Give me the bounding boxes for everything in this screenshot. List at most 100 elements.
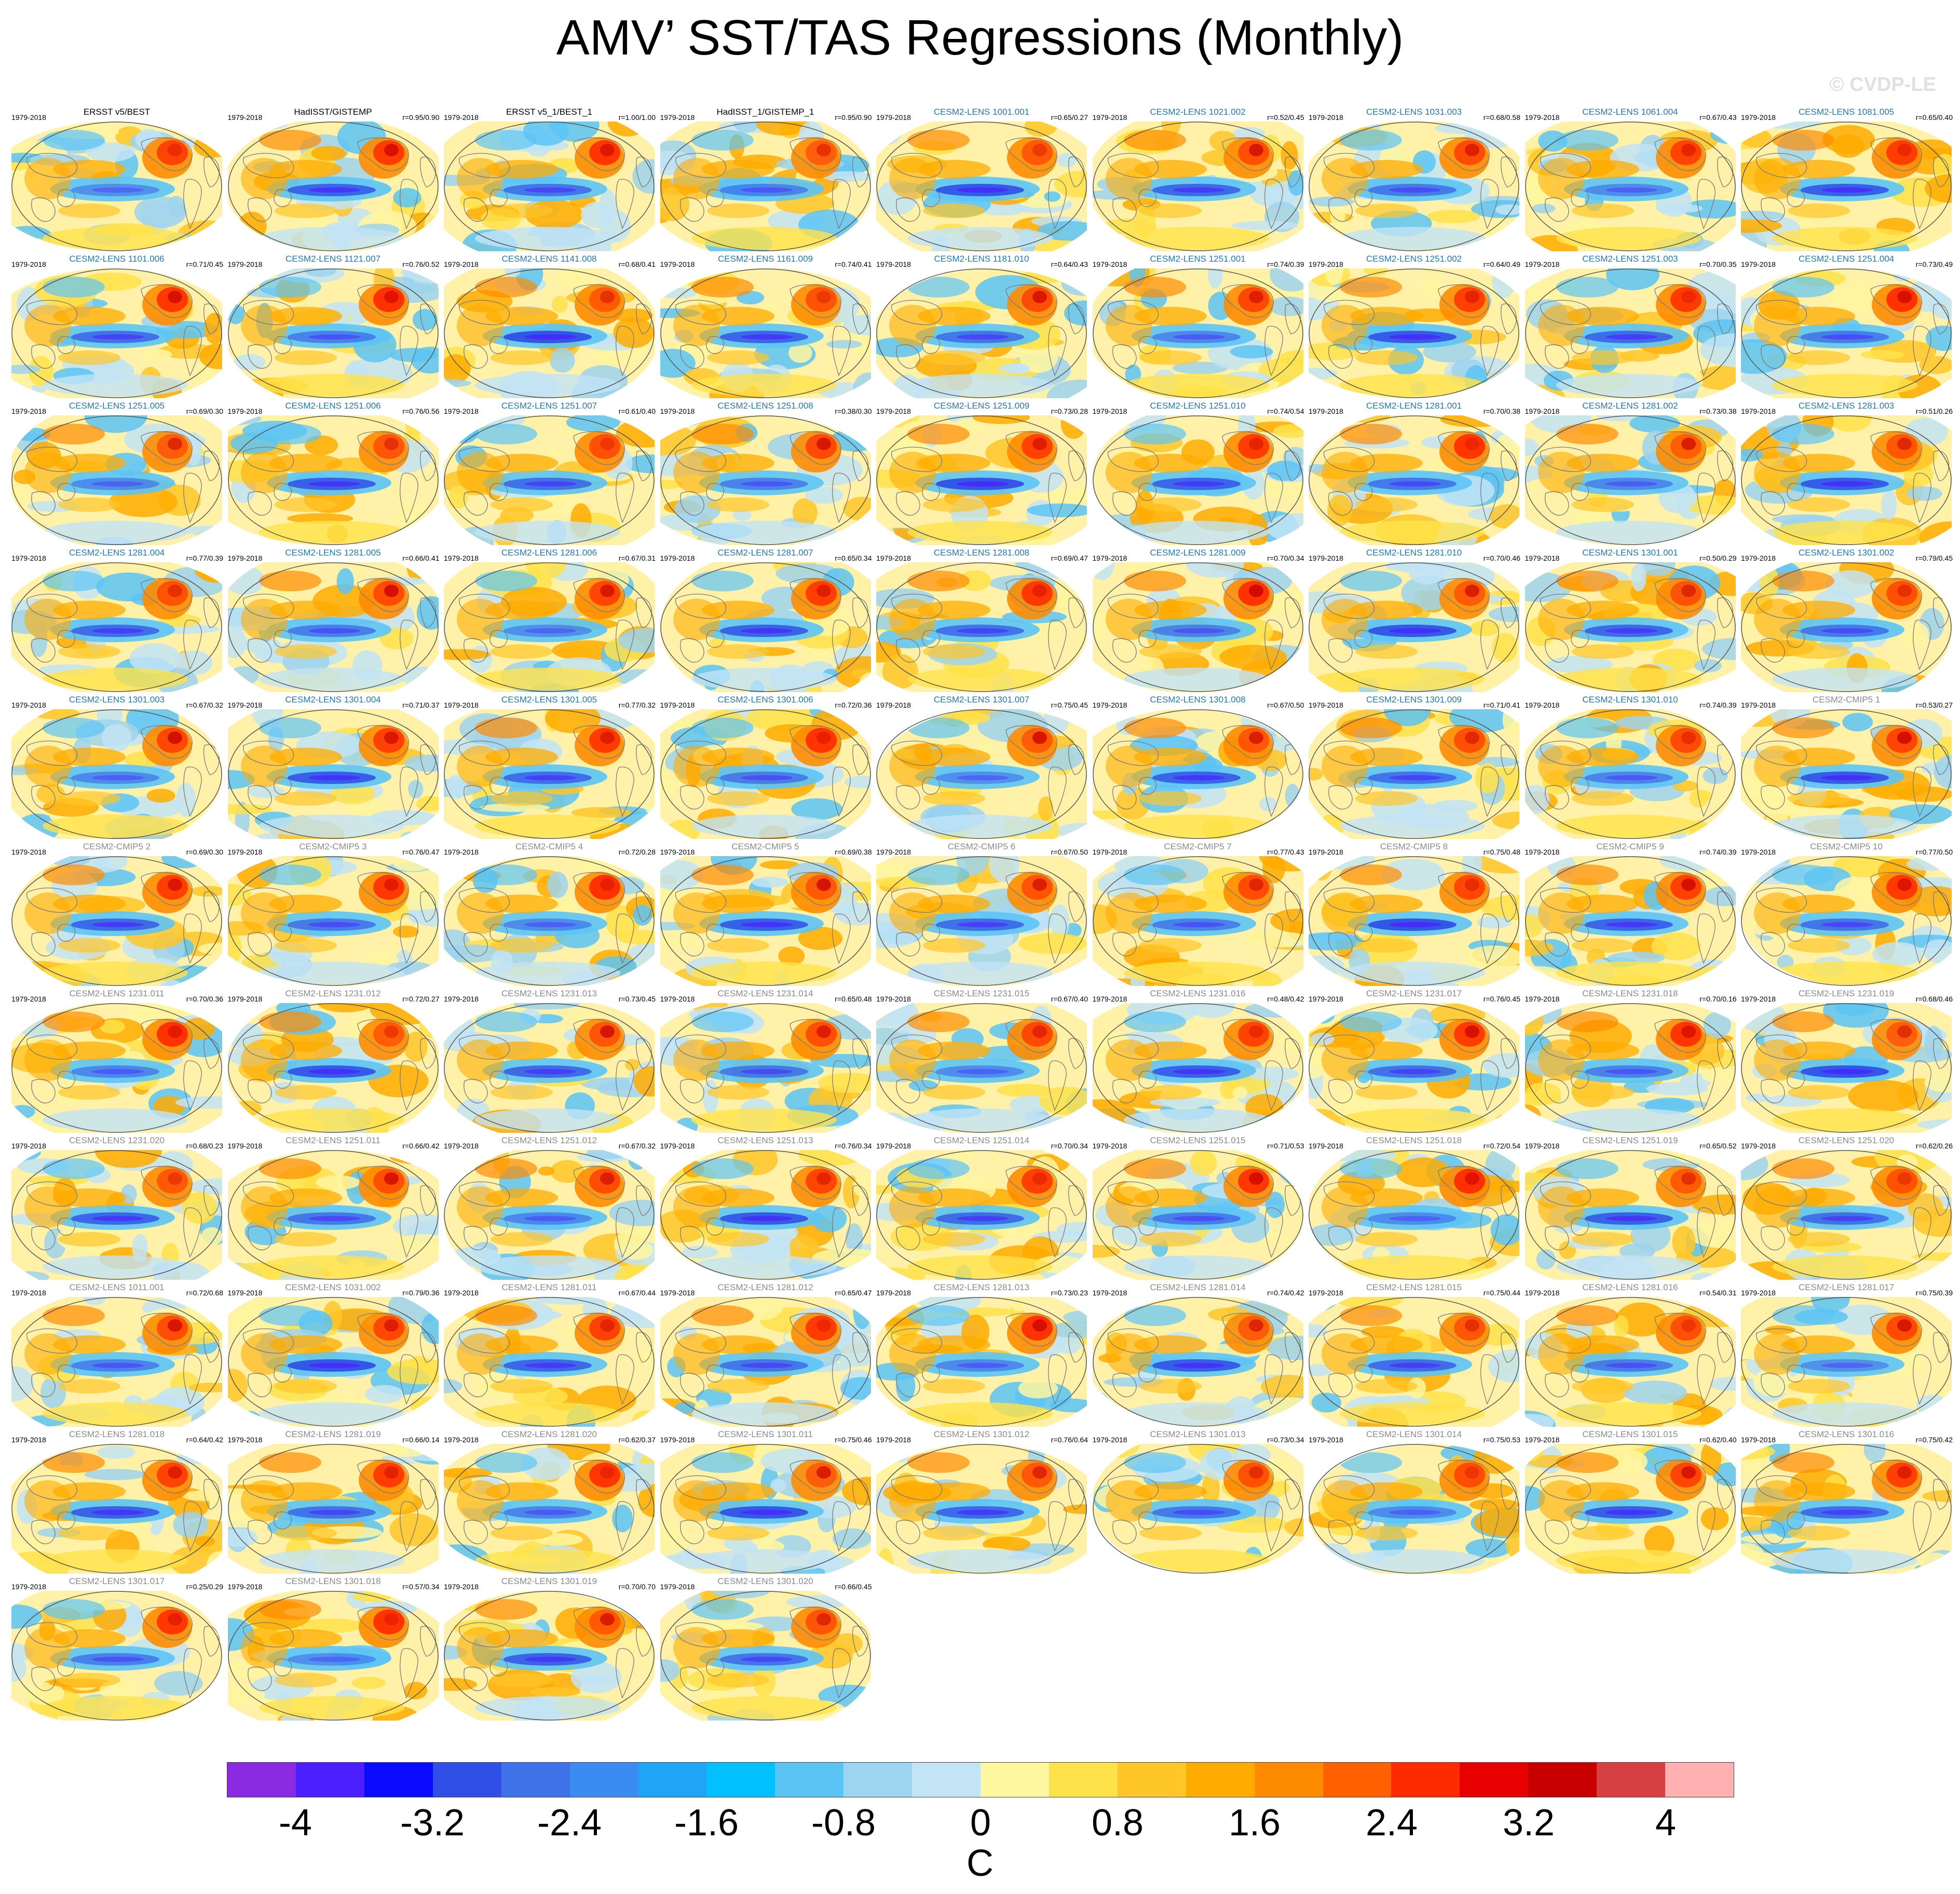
panel-title: CESM2-LENS 1301.018 — [285, 1576, 381, 1586]
regression-map — [1309, 121, 1519, 251]
panel-period: 1979-2018 — [444, 260, 479, 268]
map-panel: 1979-2018 CESM2-LENS 1251.011 r=0.66/0.42 — [225, 1135, 442, 1283]
panel-period: 1979-2018 — [1525, 1436, 1560, 1444]
panel-correlation: r=0.72/0.68 — [186, 1289, 223, 1297]
panel-period: 1979-2018 — [876, 260, 911, 268]
colorbar-tick-label: -1.6 — [674, 1802, 739, 1844]
panel-period: 1979-2018 — [227, 995, 263, 1003]
panel-correlation: r=0.65/0.27 — [1051, 113, 1088, 121]
panel-period: 1979-2018 — [1741, 701, 1776, 709]
panel-title: CESM2-LENS 1301.007 — [933, 695, 1030, 705]
map-panel: 1979-2018 CESM2-LENS 1301.015 r=0.62/0.40 — [1522, 1429, 1739, 1577]
regression-map — [660, 1297, 871, 1427]
colorbar-swatch — [1117, 1763, 1186, 1797]
panel-period: 1979-2018 — [227, 848, 263, 856]
regression-map — [444, 415, 655, 545]
panel-period: 1979-2018 — [876, 554, 911, 562]
map-panel: 1979-2018 CESM2-LENS 1281.015 r=0.75/0.44 — [1305, 1282, 1522, 1430]
panel-title: ERSST v5_1/BEST_1 — [506, 107, 592, 117]
regression-map — [1092, 562, 1303, 692]
panel-period: 1979-2018 — [1092, 1142, 1127, 1150]
regression-map — [227, 121, 439, 251]
colorbar-swatch — [227, 1763, 296, 1797]
panel-correlation: r=0.75/0.53 — [1483, 1436, 1520, 1444]
panel-correlation: r=0.67/0.50 — [1051, 848, 1088, 856]
colorbar-swatch — [638, 1763, 707, 1797]
map-panel: 1979-2018 CESM2-LENS 1011.001 r=0.72/0.68 — [8, 1282, 225, 1430]
regression-map — [1525, 856, 1736, 986]
map-panel: 1979-2018 CESM2-LENS 1301.011 r=0.75/0.46 — [657, 1429, 874, 1577]
panel-period: 1979-2018 — [444, 701, 479, 709]
panel-correlation: r=0.61/0.40 — [618, 407, 656, 415]
regression-map — [1525, 1444, 1736, 1574]
regression-map — [1525, 268, 1736, 398]
colorbar-tick-label: 3.2 — [1502, 1802, 1555, 1844]
panel-period: 1979-2018 — [444, 1582, 479, 1591]
panel-period: 1979-2018 — [11, 407, 46, 415]
colorbar-units: C — [967, 1843, 993, 1884]
panel-period: 1979-2018 — [1741, 848, 1776, 856]
regression-map — [444, 709, 655, 839]
panel-correlation: r=0.76/0.64 — [1051, 1436, 1088, 1444]
panel-title: CESM2-LENS 1251.002 — [1366, 254, 1462, 264]
panel-title: CESM2-LENS 1281.017 — [1798, 1282, 1895, 1292]
panel-correlation: r=0.57/0.34 — [402, 1582, 440, 1591]
panel-title: CESM2-LENS 1281.015 — [1366, 1282, 1462, 1292]
map-panel: 1979-2018 CESM2-LENS 1281.013 r=0.73/0.23 — [873, 1282, 1090, 1430]
panel-correlation: r=0.68/0.58 — [1483, 113, 1520, 121]
panel-title: CESM2-LENS 1231.016 — [1150, 989, 1246, 998]
map-panel: 1979-2018 CESM2-CMIP5 10 r=0.77/0.50 — [1738, 842, 1955, 989]
panel-correlation: r=0.53/0.27 — [1915, 701, 1953, 709]
panel-correlation: r=0.67/0.50 — [1267, 701, 1304, 709]
panel-correlation: r=0.48/0.42 — [1267, 995, 1304, 1003]
regression-map — [1741, 562, 1952, 692]
panel-correlation: r=0.77/0.43 — [1267, 848, 1304, 856]
map-panel: 1979-2018 CESM2-CMIP5 6 r=0.67/0.50 — [873, 842, 1090, 989]
panel-correlation: r=0.70/0.16 — [1699, 995, 1737, 1003]
panel-title: CESM2-LENS 1281.012 — [717, 1282, 813, 1292]
regression-map — [444, 121, 655, 251]
panel-period: 1979-2018 — [1741, 407, 1776, 415]
panel-period: 1979-2018 — [11, 1142, 46, 1150]
regression-map — [1309, 415, 1519, 545]
regression-map — [444, 1150, 655, 1280]
panel-title: CESM2-LENS 1251.010 — [1150, 401, 1246, 411]
map-panel: 1979-2018 ERSST v5_1/BEST_1 r=1.00/1.00 — [441, 107, 658, 254]
map-panel: 1979-2018 CESM2-LENS 1281.009 r=0.70/0.34 — [1090, 548, 1306, 695]
panel-period: 1979-2018 — [1741, 113, 1776, 121]
panel-period: 1979-2018 — [876, 701, 911, 709]
panel-correlation: r=0.50/0.29 — [1699, 554, 1737, 562]
map-panel: 1979-2018 HadISST/GISTEMP r=0.95/0.90 — [225, 107, 442, 254]
panel-correlation: r=0.79/0.36 — [402, 1289, 440, 1297]
panel-period: 1979-2018 — [11, 1289, 46, 1297]
regression-map — [1092, 121, 1303, 251]
panel-title: CESM2-LENS 1301.009 — [1366, 695, 1462, 705]
panel-title: HadISST/GISTEMP — [294, 107, 372, 117]
regression-map — [1092, 268, 1303, 398]
colorbar-swatch — [1597, 1763, 1666, 1797]
regression-map — [1525, 121, 1736, 251]
regression-map — [660, 1444, 871, 1574]
regression-map — [444, 1591, 655, 1721]
panel-title: CESM2-LENS 1301.011 — [717, 1429, 813, 1439]
colorbar-swatch — [912, 1763, 981, 1797]
colorbar-swatch — [295, 1763, 364, 1797]
panel-title: CESM2-LENS 1281.014 — [1150, 1282, 1246, 1292]
colorbar-swatch — [501, 1763, 570, 1797]
panel-correlation: r=0.70/0.34 — [1051, 1142, 1088, 1150]
panel-title: CESM2-CMIP5 8 — [1380, 842, 1448, 851]
regression-map — [876, 1444, 1087, 1574]
colorbar-swatch — [1528, 1763, 1597, 1797]
panel-correlation: r=0.71/0.45 — [186, 260, 223, 268]
panel-title: CESM2-LENS 1251.007 — [501, 401, 597, 411]
regression-map — [1525, 709, 1736, 839]
map-panel: 1979-2018 CESM2-LENS 1251.007 r=0.61/0.40 — [441, 401, 658, 548]
panel-correlation: r=0.75/0.45 — [1051, 701, 1088, 709]
panel-correlation: r=0.54/0.31 — [1699, 1289, 1737, 1297]
panel-correlation: r=0.66/0.41 — [402, 554, 440, 562]
panel-title: CESM2-LENS 1301.004 — [285, 695, 381, 705]
map-panel: 1979-2018 CESM2-LENS 1281.017 r=0.75/0.39 — [1738, 1282, 1955, 1430]
colorbar-swatch — [1186, 1763, 1255, 1797]
colorbar-swatch — [1460, 1763, 1529, 1797]
map-panel: 1979-2018 CESM2-LENS 1301.003 r=0.67/0.32 — [8, 695, 225, 842]
